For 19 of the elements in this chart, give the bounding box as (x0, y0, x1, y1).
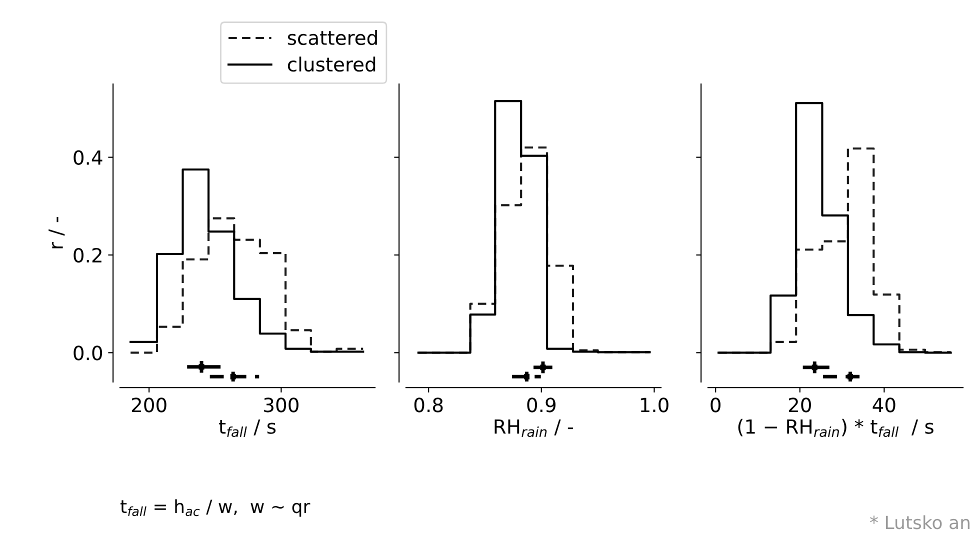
legend-label: clustered (288, 56, 376, 72)
x-tick-label: 40 (872, 398, 896, 412)
y-tick-label: 0.4 (74, 150, 102, 165)
legend-label: scattered (288, 30, 377, 46)
x-axis-title: (1 − RH$_{rain}$) * t$_{fall}$ / s (738, 418, 934, 438)
x-tick-label: 0 (710, 398, 720, 412)
x-tick-label: 0.9 (527, 398, 556, 412)
x-tick-label: 20 (788, 398, 811, 412)
y-tick-label: 0.2 (74, 248, 102, 263)
x-tick-label: 300 (264, 398, 298, 412)
x-tick-label: 200 (132, 398, 166, 412)
x-tick-label: 1.0 (640, 398, 668, 412)
text: * Lutsko an (870, 515, 970, 530)
y-axis-title: r / - (48, 216, 65, 248)
x-axis-title: RH$_{rain}$ / - (494, 419, 574, 438)
text: t$_{fall}$ = h$_{ac}$ / w, w ~ qr (120, 499, 310, 517)
y-tick-label: 0.0 (74, 346, 102, 360)
x-axis-title: t$_{fall}$ / s (218, 419, 276, 438)
x-tick-label: 0.8 (414, 398, 443, 412)
